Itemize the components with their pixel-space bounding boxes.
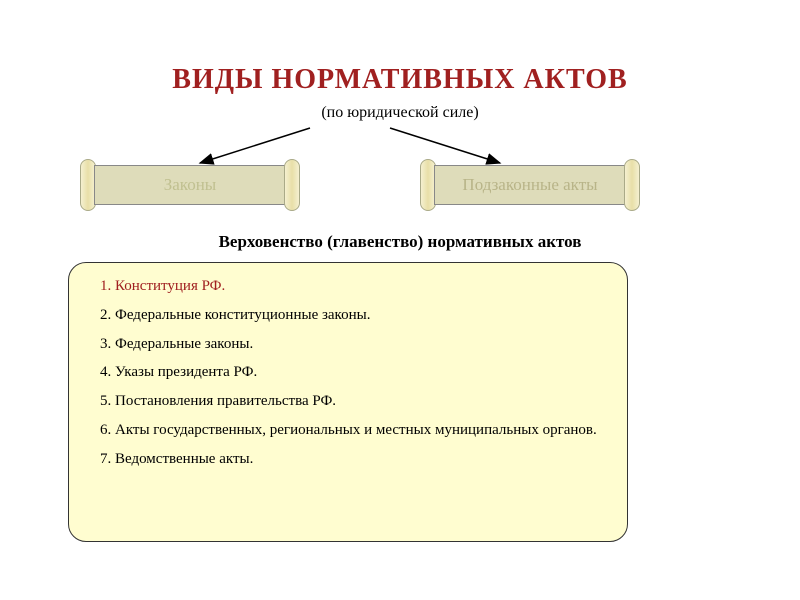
list-item: Конституция РФ. (115, 277, 617, 296)
list-item: Федеральные законы. (115, 335, 617, 354)
scroll-cap-icon (624, 159, 640, 211)
scroll-body: Подзаконные акты (434, 165, 626, 205)
scroll-body: Законы (94, 165, 286, 205)
scroll-cap-icon (284, 159, 300, 211)
list-item: Федеральные конституционные законы. (115, 306, 617, 325)
list-item: Указы президента РФ. (115, 363, 617, 382)
list-item: Акты государственных, региональных и мес… (115, 421, 617, 440)
scroll-left: Законы (80, 165, 300, 205)
scroll-left-label: Законы (164, 175, 216, 195)
subtitle: (по юридической силе) (0, 104, 800, 122)
scroll-right: Подзаконные акты (420, 165, 640, 205)
scroll-right-label: Подзаконные акты (462, 175, 597, 195)
hierarchy-list: Конституция РФ. Федеральные конституционн… (93, 277, 617, 468)
section-heading: Верховенство (главенство) нормативных ак… (0, 232, 800, 252)
hierarchy-box: Конституция РФ. Федеральные конституционн… (68, 262, 628, 542)
list-item: Ведомственные акты. (115, 450, 617, 469)
page-title: ВИДЫ НОРМАТИВНЫХ АКТОВ (0, 64, 800, 96)
list-item: Постановления правительства РФ. (115, 392, 617, 411)
